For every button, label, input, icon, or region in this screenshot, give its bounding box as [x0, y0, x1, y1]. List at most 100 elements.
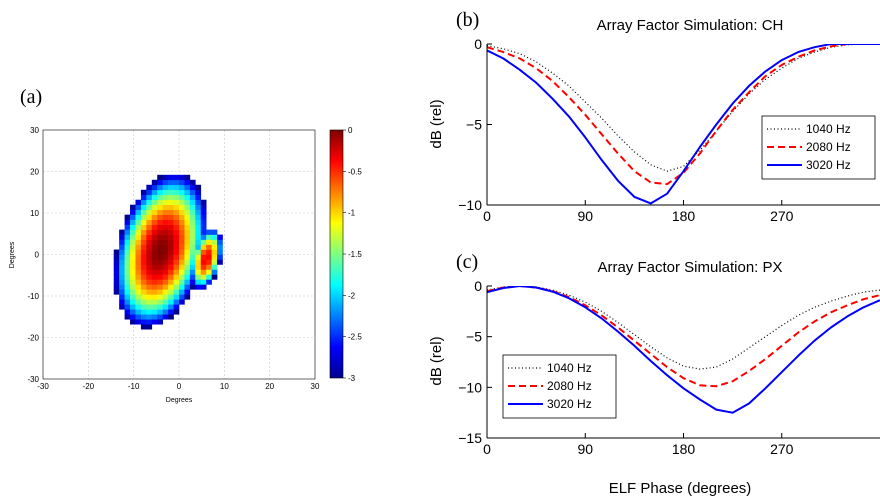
- axis-ticks-px: 0 90 180 270 0 −5 −10 −15: [458, 278, 793, 457]
- heatmap-cell: [179, 284, 185, 290]
- heatmap-cell: [206, 244, 212, 250]
- heatmap-cell: [151, 184, 158, 191]
- heatmap-cell: [184, 224, 191, 230]
- heatmap-cell: [151, 229, 158, 235]
- heatmap-cell: [200, 224, 207, 230]
- heatmap-cell: [140, 219, 147, 225]
- heatmap-cell: [184, 264, 191, 270]
- heatmap-cell: [179, 244, 185, 250]
- heatmap-cell: [151, 314, 158, 320]
- heatmap-cell: [157, 254, 163, 260]
- heatmap-cell: [173, 179, 180, 186]
- heatmap-cell: [184, 249, 191, 255]
- heatmap-y-tick-label: 20: [30, 168, 39, 177]
- y-tick-label: −15: [458, 430, 482, 446]
- heatmap-cell: [173, 234, 180, 240]
- heatmap-cell: [135, 304, 142, 310]
- y-label-ch: dB (rel): [428, 99, 445, 148]
- heatmap-cell: [195, 284, 202, 290]
- heatmap-cell: [168, 309, 174, 315]
- heatmap-cell: [124, 214, 131, 220]
- heatmap-cell: [124, 279, 131, 285]
- heatmap-cell: [162, 244, 169, 250]
- legend-label: 1040 Hz: [806, 122, 851, 136]
- heatmap-cell: [119, 259, 125, 265]
- heatmap-cell: [151, 249, 158, 255]
- heatmap-cell: [146, 259, 153, 265]
- heatmap-cell: [200, 204, 207, 210]
- heatmap-cell: [189, 209, 196, 215]
- heatmap-cell: [135, 319, 142, 325]
- heatmap-cell: [162, 209, 169, 215]
- heatmap-cell: [135, 289, 142, 295]
- heatmap-cell: [135, 294, 142, 300]
- heatmap-cell: [173, 199, 180, 205]
- chart-title-px: Array Factor Simulation: PX: [597, 259, 782, 276]
- heatmap-cell: [217, 259, 223, 265]
- heatmap-cell: [162, 199, 169, 205]
- heatmap-cell: [135, 269, 142, 275]
- heatmap-cell: [130, 309, 136, 315]
- heatmap-cell: [168, 179, 174, 186]
- heatmap-cell: [146, 219, 153, 225]
- series-lines-px: [487, 286, 880, 414]
- heatmap-cell: [151, 274, 158, 280]
- heatmap-cell: [173, 264, 180, 270]
- heatmap-cell: [157, 274, 163, 280]
- heatmap-cell: [179, 269, 185, 275]
- series-line: [487, 44, 880, 205]
- heatmap-cell: [157, 309, 163, 315]
- heatmap-cell: [162, 224, 169, 230]
- heatmap-cell: [179, 229, 185, 235]
- heatmap-cell: [179, 219, 185, 225]
- heatmap-cell: [200, 254, 207, 260]
- heatmap-cell: [179, 209, 185, 215]
- heatmap-cell: [146, 249, 153, 255]
- heatmap-cell: [140, 279, 147, 285]
- heatmap-cell: [124, 249, 131, 255]
- heatmap-cell: [211, 264, 218, 270]
- heatmap-cell: [200, 269, 207, 275]
- heatmap-cell: [151, 264, 158, 270]
- heatmap-cell: [119, 229, 125, 235]
- heatmap-cell: [211, 249, 218, 255]
- heatmap-cell: [157, 269, 163, 275]
- heatmap-cell: [179, 249, 185, 255]
- heatmap-cell: [124, 234, 131, 240]
- heatmap-cell: [157, 179, 163, 186]
- heatmap-cell: [135, 274, 142, 280]
- heatmap-cell: [135, 264, 142, 270]
- heatmap-cell: [173, 189, 180, 196]
- heatmap-cell: [140, 204, 147, 210]
- heatmap-cell: [195, 219, 202, 225]
- heatmap-cell: [189, 229, 196, 235]
- heatmap-cell: [168, 224, 174, 230]
- heatmap-cell: [173, 219, 180, 225]
- heatmap-cell: [195, 214, 202, 220]
- heatmap-cell: [140, 224, 147, 230]
- line-chart-px: (c) Array Factor Simulation: PX dB (rel)…: [428, 251, 880, 497]
- heatmap-cell: [135, 224, 142, 230]
- heatmap-cell: [162, 269, 169, 275]
- heatmap-cell: [162, 174, 169, 181]
- colorbar-ticks: 0 -0.5 -1 -1.5 -2 -2.5 -3: [343, 126, 362, 383]
- x-label-px: ELF Phase (degrees): [609, 480, 752, 497]
- heatmap-cell: [119, 294, 125, 300]
- heatmap-cell: [135, 279, 142, 285]
- heatmap-cell: [168, 259, 174, 265]
- heatmap-cell: [151, 304, 158, 310]
- heatmap-cell: [135, 284, 142, 290]
- heatmap-cell: [179, 214, 185, 220]
- heatmap-cell: [168, 304, 174, 310]
- heatmap-cell: [130, 249, 136, 255]
- heatmap-cell: [162, 259, 169, 265]
- heatmap-cell: [184, 289, 191, 295]
- x-tick-label: 180: [672, 441, 696, 457]
- heatmap-cell: [179, 264, 185, 270]
- heatmap-cell: [206, 274, 212, 280]
- y-label-px: dB (rel): [428, 336, 445, 385]
- heatmap-cell: [189, 244, 196, 250]
- heatmap-cell: [124, 239, 131, 245]
- heatmap-cell: [173, 204, 180, 210]
